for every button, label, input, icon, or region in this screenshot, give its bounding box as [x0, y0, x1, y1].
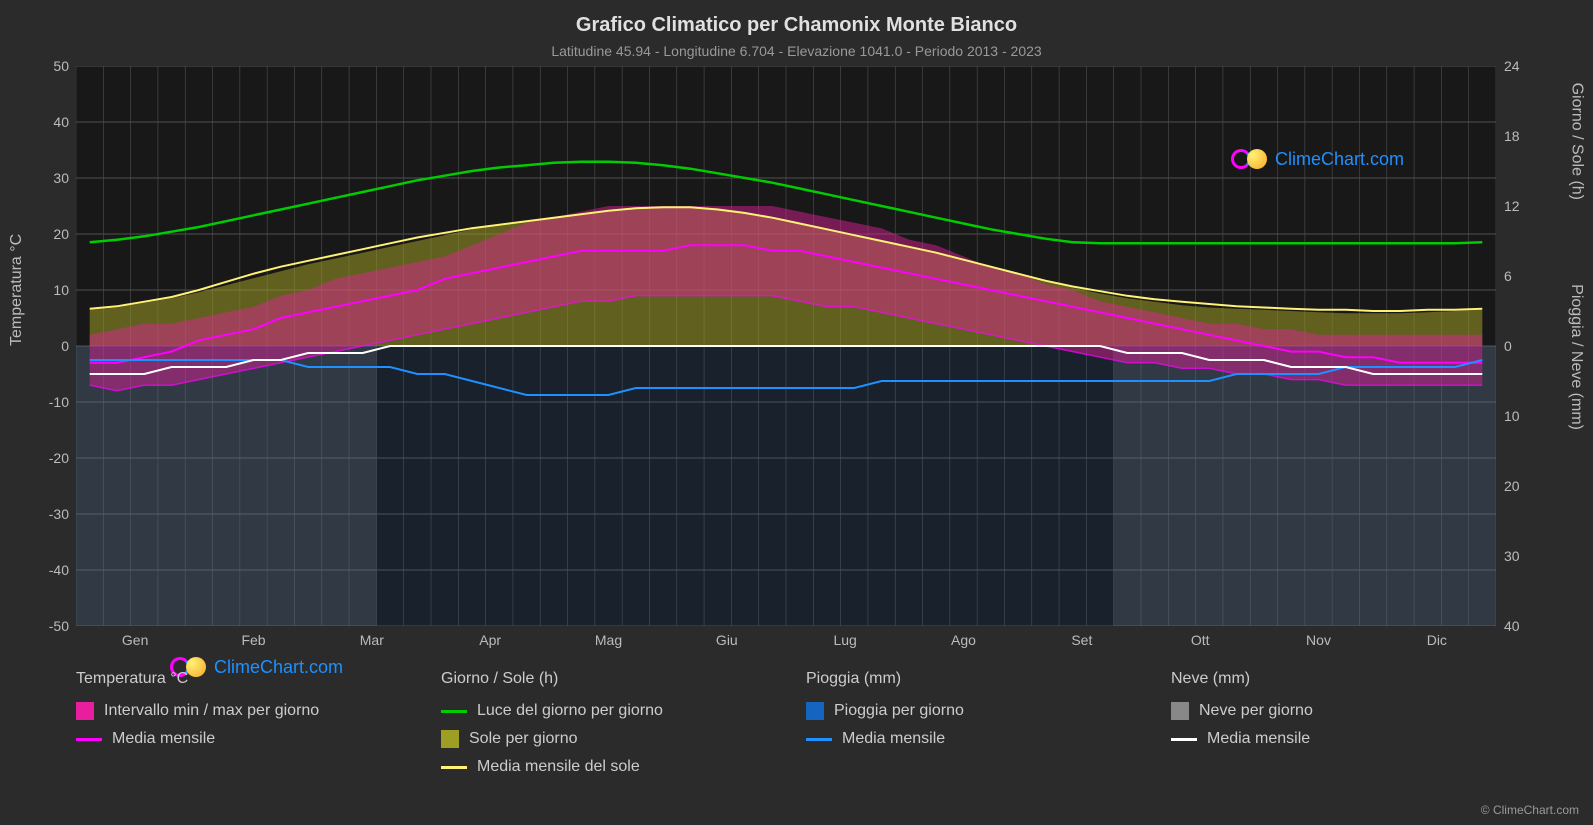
y-tick-right: 24	[1504, 58, 1520, 74]
y-axis-right-bottom-label: Pioggia / Neve (mm)	[1567, 284, 1585, 430]
y-tick-right: 20	[1504, 478, 1520, 494]
legend-item: Neve per giorno	[1171, 702, 1496, 720]
x-tick-month: Set	[1071, 632, 1092, 648]
legend-label: Pioggia per giorno	[834, 702, 964, 720]
x-tick-month: Gen	[122, 632, 148, 648]
y-tick-right: 30	[1504, 548, 1520, 564]
y-tick-right: 10	[1504, 408, 1520, 424]
y-tick-right: 18	[1504, 128, 1520, 144]
logo-top: ClimeChart.com	[1231, 148, 1404, 170]
x-tick-month: Lug	[833, 632, 856, 648]
y-tick-left: -10	[19, 394, 69, 410]
y-tick-left: 20	[19, 226, 69, 242]
legend-label: Intervallo min / max per giorno	[104, 702, 319, 720]
x-tick-month: Ago	[951, 632, 976, 648]
x-tick-month: Ott	[1191, 632, 1210, 648]
swatch-snow	[1171, 702, 1189, 720]
legend-item: Sole per giorno	[441, 730, 766, 748]
legend-label: Sole per giorno	[469, 730, 578, 748]
y-tick-left: 0	[19, 338, 69, 354]
copyright: © ClimeChart.com	[1481, 803, 1579, 817]
swatch-rain-mean	[806, 738, 832, 741]
legend-item: Pioggia per giorno	[806, 702, 1131, 720]
legend-col-snow: Neve (mm) Neve per giorno Media mensile	[1171, 670, 1496, 776]
legend-item: Media mensile	[76, 730, 401, 748]
y-axis-right-top-label: Giorno / Sole (h)	[1567, 83, 1585, 200]
y-tick-right: 0	[1504, 338, 1512, 354]
y-tick-left: 40	[19, 114, 69, 130]
chart-title: Grafico Climatico per Chamonix Monte Bia…	[0, 0, 1593, 37]
swatch-sun-mean	[441, 766, 467, 769]
x-tick-month: Apr	[479, 632, 501, 648]
plot-area: ClimeChart.com ClimeChart.com	[76, 66, 1496, 626]
x-tick-month: Feb	[241, 632, 265, 648]
y-tick-left: 30	[19, 170, 69, 186]
climate-chart: Grafico Climatico per Chamonix Monte Bia…	[0, 0, 1593, 825]
y-tick-left: -20	[19, 450, 69, 466]
swatch-temp-mean	[76, 738, 102, 741]
legend-col-rain: Pioggia (mm) Pioggia per giorno Media me…	[806, 670, 1131, 776]
legend-label: Media mensile	[842, 730, 945, 748]
y-tick-right: 40	[1504, 618, 1520, 634]
x-tick-month: Dic	[1427, 632, 1447, 648]
y-tick-left: -40	[19, 562, 69, 578]
y-tick-right: 12	[1504, 198, 1520, 214]
legend-label: Luce del giorno per giorno	[477, 702, 663, 720]
legend-label: Media mensile	[1207, 730, 1310, 748]
logo-icon	[1231, 148, 1267, 170]
legend-item: Media mensile del sole	[441, 758, 766, 776]
y-tick-left: 50	[19, 58, 69, 74]
legend-item: Luce del giorno per giorno	[441, 702, 766, 720]
swatch-sun	[441, 730, 459, 748]
y-tick-left: -30	[19, 506, 69, 522]
legend-item: Intervallo min / max per giorno	[76, 702, 401, 720]
legend-col-sun: Giorno / Sole (h) Luce del giorno per gi…	[441, 670, 766, 776]
legend-label: Media mensile	[112, 730, 215, 748]
x-tick-month: Mag	[595, 632, 622, 648]
logo-text: ClimeChart.com	[1275, 149, 1404, 170]
y-tick-left: 10	[19, 282, 69, 298]
x-tick-month: Mar	[360, 632, 384, 648]
x-tick-month: Nov	[1306, 632, 1331, 648]
legend-header: Temperatura °C	[76, 670, 401, 688]
y-tick-right: 6	[1504, 268, 1512, 284]
chart-subtitle: Latitudine 45.94 - Longitudine 6.704 - E…	[0, 37, 1593, 59]
legend-header: Giorno / Sole (h)	[441, 670, 766, 688]
legend-label: Neve per giorno	[1199, 702, 1313, 720]
legend: Temperatura °C Intervallo min / max per …	[76, 670, 1496, 776]
swatch-temp-range	[76, 702, 94, 720]
legend-item: Media mensile	[806, 730, 1131, 748]
legend-label: Media mensile del sole	[477, 758, 640, 776]
legend-header: Neve (mm)	[1171, 670, 1496, 688]
legend-item: Media mensile	[1171, 730, 1496, 748]
swatch-daylight	[441, 710, 467, 713]
x-tick-month: Giu	[716, 632, 738, 648]
legend-col-temp: Temperatura °C Intervallo min / max per …	[76, 670, 401, 776]
swatch-snow-mean	[1171, 738, 1197, 741]
legend-header: Pioggia (mm)	[806, 670, 1131, 688]
swatch-rain	[806, 702, 824, 720]
y-tick-left: -50	[19, 618, 69, 634]
